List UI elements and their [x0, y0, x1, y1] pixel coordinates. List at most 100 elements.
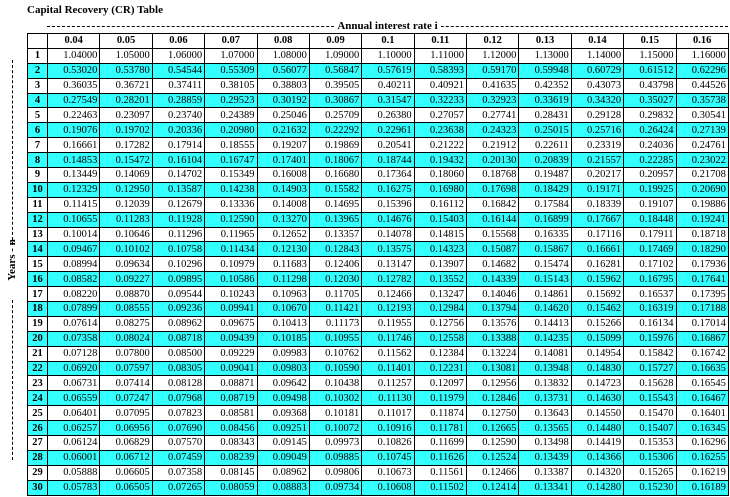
value-cell: 1.14000	[570, 47, 625, 64]
value-cell: 0.16335	[518, 226, 572, 243]
value-cell: 0.15403	[413, 211, 468, 228]
value-cell: 0.15628	[623, 375, 677, 392]
value-cell: 0.14682	[465, 256, 520, 273]
value-cell: 0.07095	[99, 405, 153, 422]
value-cell: 0.10185	[256, 330, 310, 347]
value-cell: 0.16980	[413, 181, 468, 198]
value-cell: 0.16661	[46, 137, 101, 154]
value-cell: 1.05000	[99, 47, 153, 64]
value-cell: 0.06829	[99, 435, 153, 451]
table-row: 30 0.05783 0.06505 0.07265 0.08059 0.08883 0.0…	[27, 479, 729, 496]
value-cell: 1.07000	[204, 47, 258, 64]
value-cell: 0.16680	[308, 167, 363, 183]
value-cell: 0.30867	[308, 92, 363, 109]
column-group-header: Annual interest rate i	[47, 19, 728, 33]
value-cell: 0.14419	[570, 435, 625, 451]
value-cell: 0.11683	[256, 256, 310, 273]
value-cell: 1.06000	[151, 47, 206, 64]
value-cell: 0.14046	[465, 286, 520, 303]
value-cell: 0.16134	[623, 315, 677, 332]
value-cell: 0.13575	[361, 241, 415, 258]
column-group-label: Annual interest rate i	[47, 19, 728, 33]
value-cell: 0.13439	[518, 449, 572, 466]
value-cell: 0.32923	[465, 92, 520, 109]
value-cell: 0.14630	[570, 390, 625, 407]
value-cell: 0.21708	[675, 167, 729, 183]
value-cell: 0.10955	[308, 330, 363, 347]
value-cell: 0.06920	[46, 360, 101, 377]
column-header: 0.13	[518, 33, 572, 49]
value-cell: 0.09467	[46, 241, 101, 258]
value-cell: 0.12406	[308, 256, 363, 273]
value-cell: 0.17102	[623, 256, 677, 273]
value-cell: 0.21632	[256, 122, 310, 139]
value-cell: 0.16255	[675, 449, 729, 466]
value-cell: 0.13147	[361, 256, 415, 273]
value-cell: 0.14413	[518, 315, 572, 332]
value-cell: 0.20217	[570, 167, 625, 183]
value-cell: 0.09229	[204, 345, 258, 362]
row-header: 7	[27, 137, 48, 154]
value-cell: 0.61512	[623, 62, 677, 79]
value-cell: 0.08239	[204, 449, 258, 466]
value-cell: 0.07414	[99, 375, 153, 392]
value-cell: 0.10762	[308, 345, 363, 362]
value-cell: 0.15099	[570, 330, 625, 347]
value-cell: 0.13388	[465, 330, 520, 347]
value-cell: 0.14853	[46, 152, 101, 169]
value-cell: 0.13576	[465, 315, 520, 332]
value-cell: 0.09803	[256, 360, 310, 377]
column-header: 0.07	[204, 33, 258, 49]
value-cell: 0.30192	[256, 92, 310, 109]
value-cell: 0.15962	[570, 271, 625, 288]
row-header: 6	[27, 122, 48, 139]
row-header: 21	[27, 345, 48, 362]
value-cell: 0.15265	[623, 464, 677, 481]
value-cell: 0.20980	[204, 122, 258, 139]
value-cell: 0.06257	[46, 420, 101, 437]
value-cell: 0.11017	[361, 405, 415, 422]
value-cell: 0.08994	[46, 256, 101, 273]
value-cell: 0.59948	[518, 62, 572, 79]
value-cell: 0.17584	[518, 196, 572, 213]
value-cell: 0.18290	[675, 241, 729, 258]
row-header: 10	[27, 181, 48, 198]
value-cell: 0.22961	[361, 122, 415, 139]
column-header: 0.15	[623, 33, 677, 49]
value-cell: 0.11401	[361, 360, 415, 377]
value-cell: 0.20541	[361, 137, 415, 154]
value-cell: 0.09642	[256, 375, 310, 392]
value-cell: 0.17014	[675, 315, 729, 332]
row-header: 23	[27, 375, 48, 392]
value-cell: 0.15543	[623, 390, 677, 407]
value-cell: 0.11296	[151, 226, 206, 243]
value-cell: 0.10243	[204, 286, 258, 303]
value-cell: 0.14238	[204, 181, 258, 198]
value-cell: 0.10072	[308, 420, 363, 437]
value-cell: 0.15470	[623, 405, 677, 422]
value-cell: 0.12679	[151, 196, 206, 213]
value-cell: 1.09000	[308, 47, 363, 64]
value-cell: 0.17395	[675, 286, 729, 303]
table-row: 11 0.11415 0.12039 0.12679 0.13336 0.14008 0.1…	[27, 196, 729, 213]
column-header: 0.04	[46, 33, 101, 49]
value-cell: 0.21222	[413, 137, 468, 154]
value-cell: 0.07800	[99, 345, 153, 362]
table-row: 7 0.16661 0.17282 0.17914 0.18555 0.19207 0.19…	[27, 137, 729, 154]
value-cell: 0.23638	[413, 122, 468, 139]
value-cell: 0.15266	[570, 315, 625, 332]
table-row: 1 1.04000 1.05000 1.06000 1.07000 1.08000 1.09…	[27, 47, 729, 64]
value-cell: 0.05783	[46, 479, 101, 496]
table-row: 15 0.08994 0.09634 0.10296 0.10979 0.11683 0.1…	[27, 256, 729, 273]
row-group-label: Years - n	[6, 239, 18, 281]
value-cell: 0.13247	[413, 286, 468, 303]
table-row: 13 0.10014 0.10646 0.11296 0.11965 0.12652 0.1…	[27, 226, 729, 243]
value-cell: 0.34320	[570, 92, 625, 109]
value-cell: 0.12466	[465, 464, 520, 481]
value-cell: 0.15976	[623, 330, 677, 347]
value-cell: 0.11298	[256, 271, 310, 288]
value-cell: 0.14081	[518, 345, 572, 362]
value-cell: 0.13552	[413, 271, 468, 288]
value-cell: 0.12756	[413, 315, 468, 332]
